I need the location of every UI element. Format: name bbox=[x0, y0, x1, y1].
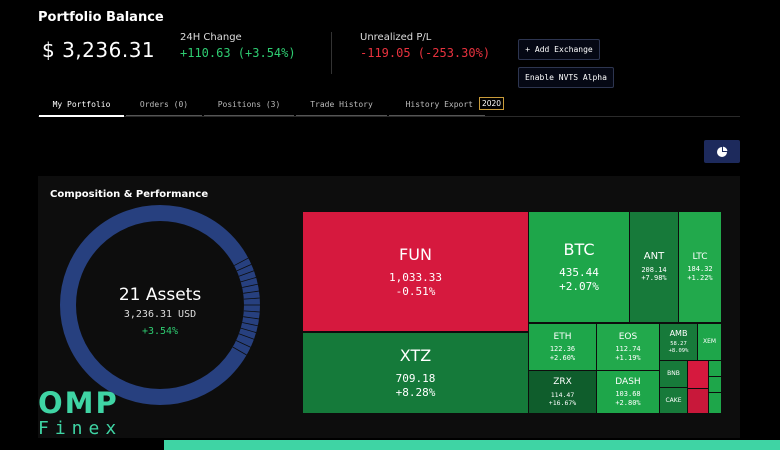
donut-segment-divider bbox=[236, 263, 252, 272]
tile-symbol: XEM bbox=[702, 338, 717, 346]
assets-count: 21 Assets bbox=[118, 285, 202, 305]
tile-value: 184.32 bbox=[687, 264, 713, 273]
tile-symbol: AMB bbox=[669, 329, 688, 339]
panel-title: Composition & Performance bbox=[50, 189, 209, 200]
donut-segment-divider bbox=[243, 316, 260, 320]
donut-segment-divider bbox=[243, 297, 260, 300]
treemap-tile-amb[interactable]: AMB 58.27 +8.09% bbox=[659, 323, 698, 361]
tile-value: 709.18 bbox=[395, 372, 436, 386]
change-label: 24H Change bbox=[180, 32, 242, 43]
tile-value: 435.44 bbox=[559, 266, 599, 280]
donut-segment-divider bbox=[242, 283, 258, 288]
tab-my-portfolio[interactable]: My Portfolio bbox=[52, 99, 111, 109]
donut-ring bbox=[60, 205, 260, 405]
donut-segment-divider bbox=[238, 333, 255, 340]
tab-underline bbox=[204, 115, 294, 116]
treemap-tile-eth[interactable]: ETH 122.36 +2.60% bbox=[528, 323, 597, 371]
tab-orders[interactable]: Orders (0) bbox=[139, 99, 189, 109]
tile-change: +2.60% bbox=[549, 353, 576, 362]
tile-change: +16.67% bbox=[548, 398, 577, 407]
treemap-tile-ltc[interactable]: LTC 184.32 +1.22% bbox=[678, 211, 722, 323]
tab-underline bbox=[296, 115, 387, 116]
tile-change: +7.98% bbox=[641, 274, 667, 283]
year-badge: 2020 bbox=[479, 97, 504, 110]
portfolio-balance: $ 3,236.31 bbox=[42, 38, 156, 62]
change-value: +110.63 (+3.54%) bbox=[180, 46, 296, 60]
tile-symbol: BNB bbox=[667, 370, 680, 378]
treemap-tile-xem[interactable]: XEM bbox=[697, 323, 722, 361]
donut-segment-divider bbox=[238, 270, 255, 277]
tab-underline bbox=[126, 115, 202, 116]
tile-value: 103.68 bbox=[615, 389, 641, 398]
tile-change: +1.22% bbox=[687, 273, 713, 282]
donut-segment-divider bbox=[235, 340, 251, 348]
tile-change: +2.07% bbox=[559, 280, 599, 293]
tile-change: -0.51% bbox=[395, 284, 436, 298]
tile-change: +8.28% bbox=[395, 386, 436, 399]
tile-symbol: ETH bbox=[553, 331, 572, 342]
tile-symbol: LTC bbox=[692, 251, 708, 262]
tab-trade-history[interactable]: Trade History bbox=[310, 99, 373, 109]
header-divider bbox=[331, 32, 332, 74]
tab-history-export[interactable]: History Export bbox=[405, 99, 473, 109]
add-exchange-button[interactable]: + Add Exchange bbox=[518, 39, 600, 60]
treemap-tile-xtz[interactable]: XTZ 709.18 +8.28% bbox=[302, 332, 529, 414]
tile-symbol: FUN bbox=[399, 244, 432, 264]
treemap-tile-tile-15[interactable] bbox=[708, 360, 722, 377]
treemap-tile-cake[interactable]: CAKE bbox=[659, 387, 688, 414]
tile-value: 112.74 bbox=[615, 344, 641, 353]
enable-nvts-alpha-button[interactable]: Enable NVTS Alpha bbox=[518, 67, 614, 88]
tile-symbol: XTZ bbox=[399, 346, 432, 366]
treemap-tile-fun[interactable]: FUN 1,033.33 -0.51% bbox=[302, 211, 529, 332]
treemap-tile-tile-13[interactable] bbox=[687, 360, 709, 389]
pl-value: -119.05 (-253.30%) bbox=[360, 46, 491, 60]
treemap-tile-eos[interactable]: EOS 112.74 +1.19% bbox=[596, 323, 660, 371]
tile-symbol: CAKE bbox=[665, 396, 682, 404]
donut-segment-divider bbox=[240, 327, 257, 333]
omp-logo: OMP bbox=[38, 386, 119, 420]
tile-value: 114.47 bbox=[550, 390, 575, 399]
treemap-tile-dash[interactable]: DASH 103.68 +2.80% bbox=[596, 370, 660, 414]
active-tab-indicator bbox=[39, 115, 124, 117]
finex-logo: Finex bbox=[38, 418, 123, 439]
composition-donut-chart[interactable] bbox=[55, 200, 265, 410]
treemap-tile-tile-14[interactable] bbox=[687, 388, 709, 414]
pie-chart-icon bbox=[717, 146, 728, 157]
tile-symbol: ZRX bbox=[553, 377, 572, 388]
donut-segment-divider bbox=[240, 277, 257, 283]
treemap-tile-tile-17[interactable] bbox=[708, 392, 722, 414]
treemap-tile-ant[interactable]: ANT 208.14 +7.98% bbox=[629, 211, 679, 323]
brand-bar bbox=[164, 440, 780, 450]
tab-underline bbox=[389, 115, 485, 116]
tile-value: 208.14 bbox=[641, 265, 667, 274]
treemap-tile-tile-16[interactable] bbox=[708, 376, 722, 393]
chart-view-button[interactable] bbox=[704, 140, 740, 163]
donut-segment-divider bbox=[242, 322, 258, 327]
treemap-tile-zrx[interactable]: ZRX 114.47 +16.67% bbox=[528, 370, 597, 414]
donut-segment-divider bbox=[243, 310, 260, 313]
tile-value: 58.27 bbox=[670, 341, 687, 348]
tab-bar-line bbox=[38, 116, 740, 117]
tile-change: +8.09% bbox=[668, 348, 689, 354]
tile-change: +1.19% bbox=[615, 353, 641, 362]
total-value: 3,236.31 USD bbox=[123, 309, 197, 320]
tile-symbol: ANT bbox=[643, 251, 665, 262]
tile-symbol: BTC bbox=[563, 240, 595, 260]
total-change: +3.54% bbox=[141, 326, 179, 337]
page-title: Portfolio Balance bbox=[38, 10, 164, 25]
pl-label: Unrealized P/L bbox=[360, 32, 432, 43]
tile-symbol: DASH bbox=[615, 376, 641, 387]
donut-segment-divider bbox=[233, 257, 249, 266]
tile-value: 1,033.33 bbox=[389, 270, 442, 284]
tile-symbol: EOS bbox=[618, 331, 638, 342]
tile-change: +2.80% bbox=[615, 398, 641, 407]
donut-segment-divider bbox=[232, 346, 247, 356]
tile-value: 122.36 bbox=[549, 344, 576, 353]
donut-segments bbox=[232, 257, 260, 356]
tab-positions[interactable]: Positions (3) bbox=[217, 99, 281, 109]
treemap-tile-btc[interactable]: BTC 435.44 +2.07% bbox=[528, 211, 630, 323]
treemap-tile-bnb[interactable]: BNB bbox=[659, 360, 688, 388]
donut-segment-divider bbox=[243, 290, 260, 294]
